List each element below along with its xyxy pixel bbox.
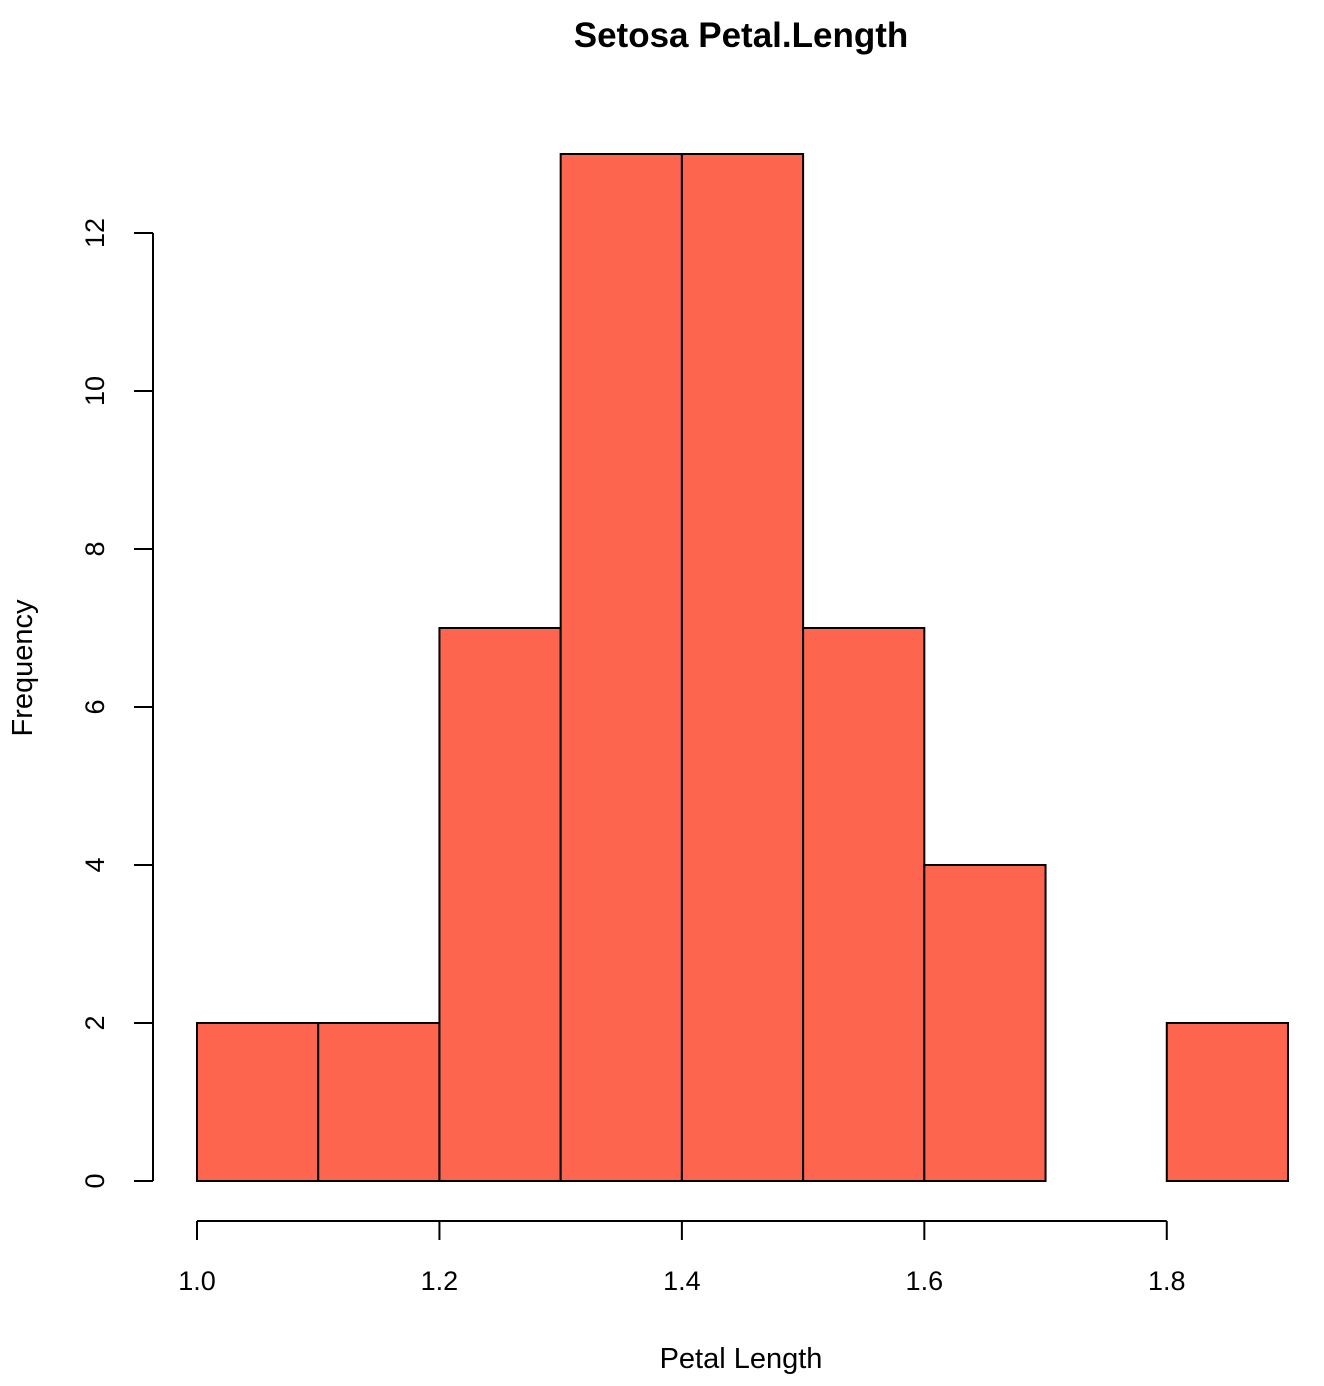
y-tick-label: 4 bbox=[80, 857, 110, 872]
y-axis-label: Frequency bbox=[7, 599, 39, 737]
x-tick-label: 1.2 bbox=[421, 1266, 459, 1296]
x-axis-label: Petal Length bbox=[660, 1343, 823, 1375]
x-tick-label: 1.4 bbox=[663, 1266, 701, 1296]
y-tick-label: 12 bbox=[80, 218, 110, 248]
y-tick-label: 0 bbox=[80, 1173, 110, 1188]
histogram-bar-1 bbox=[317, 1022, 441, 1182]
histogram-bar-6 bbox=[923, 864, 1047, 1182]
x-tick-label: 1.6 bbox=[906, 1266, 944, 1296]
histogram-bar-3 bbox=[559, 153, 683, 1182]
x-tick-label: 1.8 bbox=[1148, 1266, 1186, 1296]
chart-title: Setosa Petal.Length bbox=[574, 16, 909, 55]
histogram-bar-8 bbox=[1165, 1022, 1290, 1182]
bars-group bbox=[196, 153, 1290, 1182]
y-tick-label: 10 bbox=[80, 376, 110, 406]
y-tick-label: 8 bbox=[80, 541, 110, 556]
x-tick-label: 1.0 bbox=[178, 1266, 216, 1296]
histogram-bar-4 bbox=[680, 153, 805, 1182]
histogram-bar-2 bbox=[438, 627, 562, 1182]
y-axis: 0 2 4 6 8 10 12 bbox=[80, 218, 154, 1189]
y-tick-label: 6 bbox=[80, 699, 110, 714]
histogram-bar-0 bbox=[196, 1022, 320, 1182]
y-tick-label: 2 bbox=[80, 1015, 110, 1030]
x-axis: 1.0 1.2 1.4 1.6 1.8 bbox=[178, 1220, 1186, 1296]
histogram-bar-5 bbox=[802, 627, 926, 1182]
